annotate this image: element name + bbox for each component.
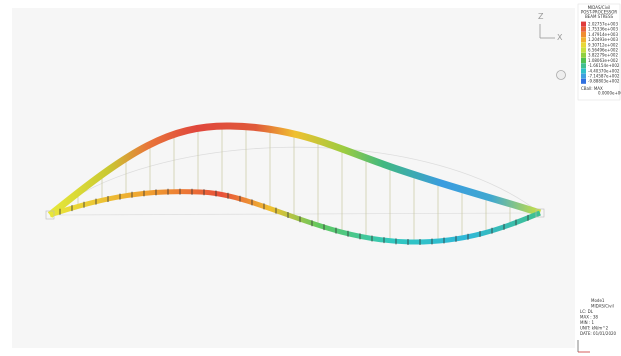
info-line: DATE: 01/01/2020 xyxy=(580,331,617,336)
info-line: MIN : 1 xyxy=(580,320,595,325)
axis-label: X xyxy=(557,33,563,42)
viewport: Z X MIDAS/CivilPOST-PROCESSORBEAM STRESS… xyxy=(0,0,621,356)
legend-swatch xyxy=(581,48,586,53)
legend-swatch xyxy=(581,63,586,68)
legend-swatch xyxy=(581,32,586,37)
legend-swatch xyxy=(581,53,586,58)
legend-swatch xyxy=(581,58,586,63)
info-line: MIDAS/Civil xyxy=(591,304,614,309)
legend-header: BEAM STRESS xyxy=(585,14,614,19)
info-line: LC: DL xyxy=(580,309,594,314)
legend-swatch xyxy=(581,22,586,27)
legend-label: -9.88803e+002 xyxy=(588,79,620,84)
info-line: UNIT: kN/m^2 xyxy=(580,326,609,331)
legend-swatch xyxy=(581,37,586,42)
legend-swatch xyxy=(581,42,586,47)
legend-swatch xyxy=(581,79,586,84)
legend-swatch xyxy=(581,27,586,32)
screen: Z X MIDAS/CivilPOST-PROCESSORBEAM STRESS… xyxy=(0,0,621,356)
legend-swatch xyxy=(581,74,586,79)
info-line: Mode1 xyxy=(591,298,605,303)
legend-swatch xyxy=(581,68,586,73)
axis-label: Z xyxy=(538,12,544,21)
info-line: MAX : 38 xyxy=(580,315,598,320)
legend-note: 0.0000e+000 xyxy=(598,91,621,96)
view-button[interactable] xyxy=(557,71,566,80)
